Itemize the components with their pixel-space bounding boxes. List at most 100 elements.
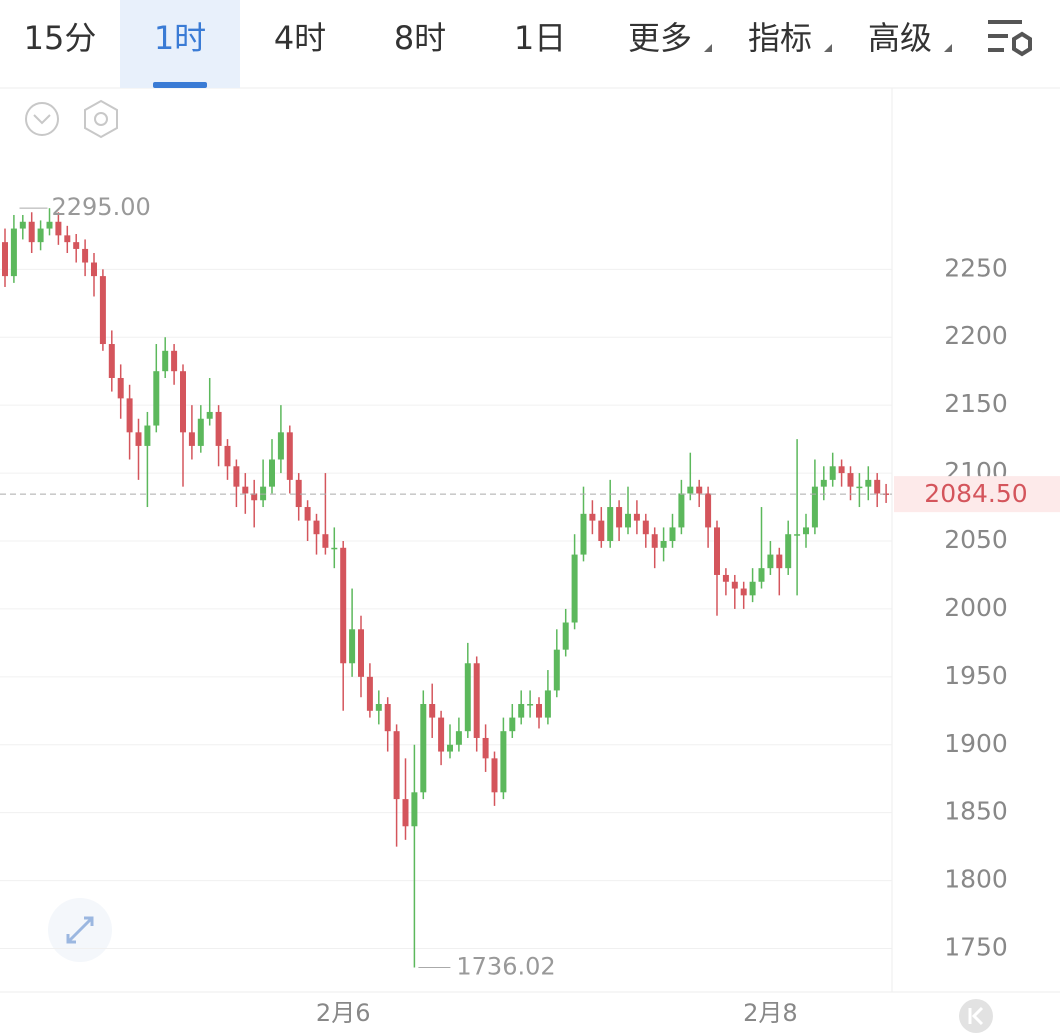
tab[interactable]: 8时	[394, 19, 446, 57]
candle-body	[375, 704, 382, 711]
low-label: 1736.02	[456, 953, 555, 981]
tab[interactable]: 更多	[628, 19, 692, 57]
candle-body	[562, 622, 569, 650]
candle-body	[224, 445, 231, 467]
candle-body	[678, 493, 685, 528]
candle-body	[384, 704, 391, 732]
candle-body	[331, 547, 338, 550]
scroll-end-button[interactable]	[959, 999, 993, 1033]
candle-body	[349, 629, 356, 664]
dropdown-arrow	[944, 44, 952, 52]
settings-icon[interactable]	[988, 20, 1032, 57]
candle-body	[304, 507, 311, 521]
candle-body	[696, 486, 703, 494]
candle-body	[447, 744, 453, 752]
candle-body	[126, 398, 133, 433]
candle-body	[687, 486, 694, 494]
candle-body	[251, 493, 258, 501]
candle-body	[242, 486, 249, 494]
candle-body	[785, 534, 792, 569]
candle-body	[829, 466, 836, 480]
dropdown-arrow	[824, 44, 832, 52]
candle-body	[171, 350, 178, 372]
candle-body	[544, 690, 551, 718]
candle-body	[811, 486, 818, 528]
candle-body	[820, 479, 827, 487]
candle-body	[420, 704, 427, 793]
candle-body	[722, 574, 729, 582]
candle-body	[180, 371, 186, 433]
y-tick-label: 1800	[944, 865, 1008, 894]
candle-body	[28, 221, 35, 243]
y-tick-label: 2000	[944, 593, 1008, 622]
candle-body	[731, 581, 738, 589]
candle-body	[91, 262, 97, 277]
candle-body	[865, 479, 872, 487]
candle-body	[500, 731, 507, 793]
y-tick-label: 2250	[944, 253, 1008, 282]
candle-body	[197, 418, 204, 446]
candle-body	[153, 371, 160, 426]
candle-body	[482, 737, 489, 759]
tab[interactable]: 高级	[868, 19, 932, 57]
candle-body	[162, 350, 169, 372]
candle-body	[286, 432, 293, 480]
candle-body	[277, 432, 284, 460]
y-tick-label: 2200	[944, 321, 1008, 350]
candle-body	[536, 704, 542, 718]
candle-body	[589, 513, 596, 521]
zoom-button[interactable]	[48, 898, 112, 962]
x-tick-label: 2月6	[316, 999, 371, 1027]
candle-body	[73, 242, 80, 249]
candle-body	[838, 466, 845, 474]
tab[interactable]: 指标	[748, 19, 812, 57]
candle-body	[553, 649, 560, 691]
candle-body	[10, 228, 17, 277]
tab[interactable]: 1时	[154, 19, 206, 57]
tab[interactable]: 1日	[514, 19, 566, 57]
candle-body	[233, 466, 240, 487]
candle-body	[322, 534, 329, 548]
last-price-tag	[894, 476, 1060, 513]
candle-body	[625, 513, 631, 528]
tab-indicator	[153, 82, 207, 88]
candle-body	[366, 676, 373, 711]
y-tick-label: 2050	[944, 525, 1008, 554]
candle-body	[874, 479, 881, 494]
candle-body	[188, 432, 195, 446]
high-label: 2295.00	[52, 193, 151, 221]
candle-body	[117, 377, 124, 399]
candle-body	[295, 479, 302, 508]
candle-body	[108, 344, 115, 378]
candle-body	[642, 520, 649, 535]
candle-body	[705, 493, 712, 528]
candle-body	[135, 432, 142, 446]
candle-body	[473, 663, 480, 738]
tab[interactable]: 4时	[274, 19, 326, 57]
candle-body	[260, 486, 267, 501]
candle-body	[313, 520, 320, 535]
candle-body	[633, 513, 640, 521]
y-tick-label: 2150	[944, 389, 1008, 418]
candle-body	[660, 541, 667, 548]
candle-body	[144, 425, 151, 446]
candle-body	[429, 704, 436, 718]
candle-body	[767, 554, 774, 569]
y-tick-label: 1950	[944, 661, 1008, 690]
candle-body	[509, 717, 516, 732]
candle-body	[340, 547, 347, 664]
tab[interactable]: 15分	[24, 19, 97, 57]
candle-body	[580, 513, 587, 555]
candle-body	[847, 473, 854, 487]
candle-body	[82, 248, 89, 263]
candle-body	[776, 554, 783, 569]
candle-body	[616, 507, 623, 528]
candle-body	[527, 704, 534, 706]
chart-tools[interactable]	[25, 99, 118, 139]
candle-body	[714, 527, 720, 575]
candle-body	[393, 731, 400, 800]
candle-body	[803, 527, 809, 535]
candle-body	[19, 221, 26, 229]
candle-body	[607, 507, 614, 541]
